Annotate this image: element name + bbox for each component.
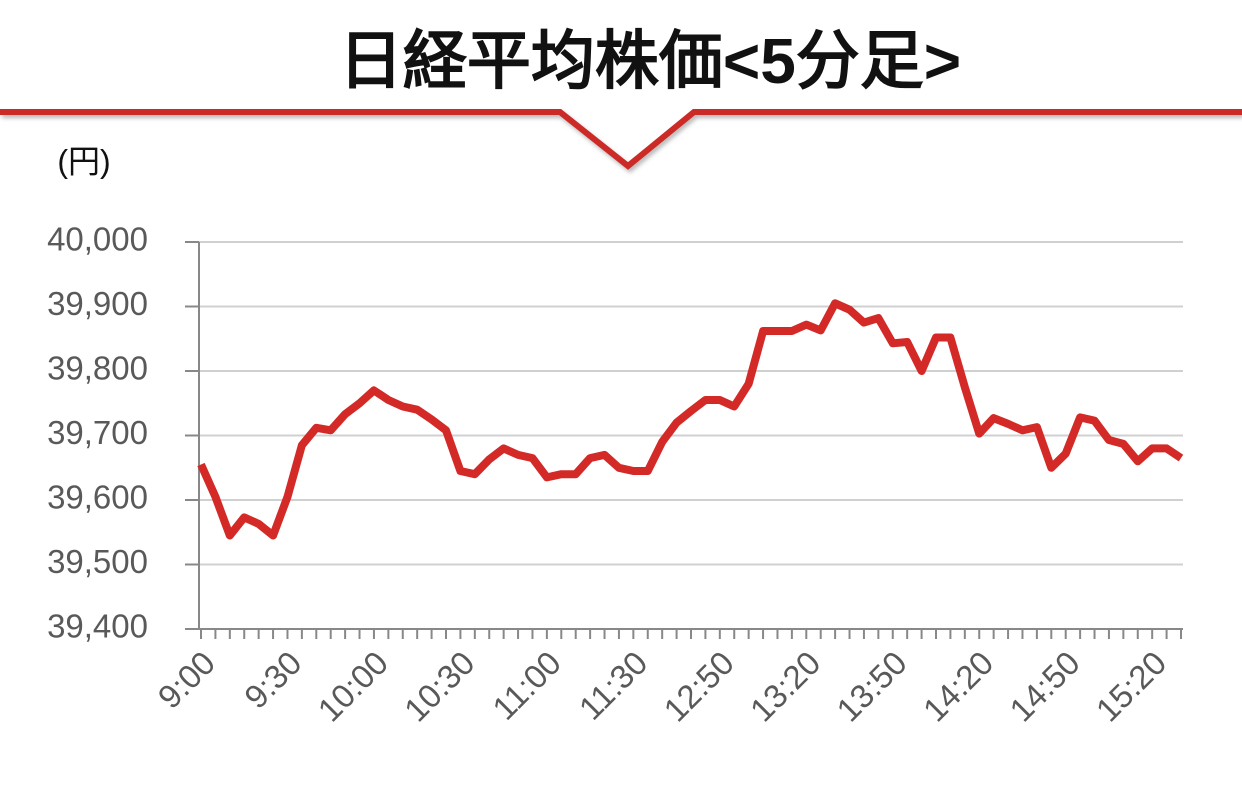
y-tick-label: 39,400 <box>47 608 148 645</box>
x-tick-label: 12:50 <box>656 644 741 729</box>
y-tick-label: 39,500 <box>47 543 148 580</box>
y-tick-label: 39,600 <box>47 479 148 516</box>
banner-line <box>0 109 1242 170</box>
x-tick-label: 13:20 <box>743 644 828 729</box>
x-tick-label: 11:00 <box>485 644 568 727</box>
x-tick-label: 10:30 <box>397 644 482 729</box>
x-tick-label: 10:00 <box>310 644 395 729</box>
x-tick-label: 9:00 <box>151 644 223 716</box>
price-line <box>197 299 1184 540</box>
chart-title: 日経平均株価<5分足> <box>339 25 961 97</box>
y-tick-label: 39,900 <box>47 285 148 322</box>
y-tick-label: 40,000 <box>47 221 148 258</box>
x-tick-label: 11:30 <box>572 644 655 727</box>
y-tick-label: 39,700 <box>47 414 148 451</box>
x-tick-label: 14:20 <box>916 644 1001 729</box>
x-tick-label: 14:50 <box>1002 644 1087 729</box>
y-tick-label: 39,800 <box>47 350 148 387</box>
y-axis-label: (円) <box>57 143 110 179</box>
x-tick-label: 15:20 <box>1089 644 1174 729</box>
x-tick-label: 13:50 <box>829 644 914 729</box>
x-tick-label: 9:30 <box>237 644 309 716</box>
